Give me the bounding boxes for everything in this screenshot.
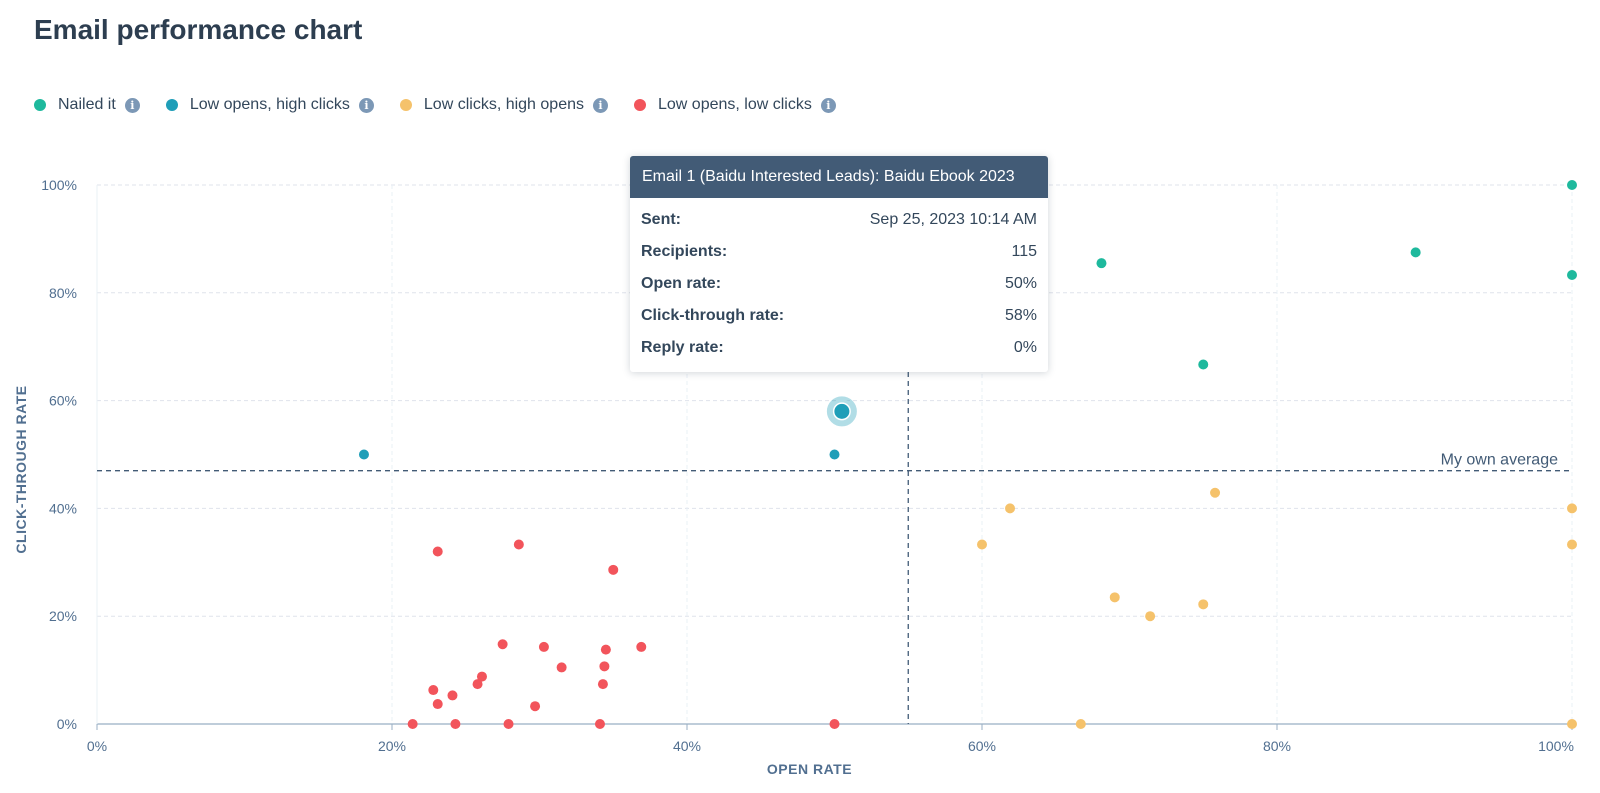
email-tooltip: Email 1 (Baidu Interested Leads): Baidu … [630, 156, 1048, 372]
data-point[interactable] [503, 719, 514, 729]
y-tick-label: 0% [57, 716, 77, 732]
chart-legend: Nailed it i Low opens, high clicks i Low… [34, 96, 862, 114]
tooltip-row-open-rate: Open rate: 50% [641, 268, 1037, 300]
data-point[interactable] [1096, 258, 1107, 269]
tooltip-value: 0% [1013, 339, 1037, 356]
data-point[interactable] [1145, 611, 1156, 622]
data-point[interactable] [497, 639, 508, 650]
x-tick-label: 0% [87, 738, 107, 754]
data-point[interactable] [1410, 247, 1421, 258]
legend-dot-icon [34, 99, 46, 111]
y-tick-label: 20% [49, 608, 77, 624]
info-icon[interactable]: i [124, 97, 140, 113]
tooltip-row-recipients: Recipients: 115 [641, 236, 1037, 268]
data-point[interactable] [428, 685, 439, 696]
data-point[interactable] [432, 546, 443, 557]
legend-dot-icon [165, 99, 178, 111]
tooltip-title: Email 1 (Baidu Interested Leads): Baidu … [630, 156, 1048, 198]
info-icon[interactable]: i [358, 97, 374, 113]
data-point[interactable] [1109, 592, 1120, 603]
y-tick-label: 80% [49, 285, 77, 301]
legend-label: Nailed it [58, 96, 116, 113]
data-point[interactable] [597, 679, 608, 690]
tooltip-value: 50% [1004, 275, 1037, 292]
data-point[interactable] [636, 641, 647, 652]
info-icon[interactable]: i [820, 97, 836, 113]
tooltip-key: Sent: [641, 211, 681, 228]
data-point[interactable] [530, 701, 541, 712]
tooltip-key: Click-through rate: [641, 307, 785, 324]
data-point[interactable] [829, 449, 840, 460]
data-point[interactable] [594, 719, 605, 729]
y-tick-label: 100% [41, 177, 77, 193]
data-point[interactable] [608, 564, 619, 575]
info-icon[interactable]: i [593, 97, 608, 113]
chart-ticks: 0% 20% 40% 60% 80% 100% 0% 20% 40% 60% 80% 100% [41, 177, 1574, 754]
data-point[interactable] [432, 699, 443, 710]
data-point[interactable] [472, 679, 483, 690]
chart-points[interactable] [358, 180, 1577, 729]
tooltip-value: 58% [1004, 307, 1037, 324]
page-title: Email performance chart [34, 14, 363, 45]
data-point[interactable] [1075, 719, 1086, 729]
data-point[interactable] [600, 644, 611, 655]
tooltip-row-click-through-rate: Click-through rate: 58% [641, 300, 1037, 332]
data-point[interactable] [1198, 599, 1209, 610]
data-point[interactable] [447, 690, 458, 701]
legend-dot-icon [634, 99, 646, 111]
legend-item-nailed-it[interactable]: Nailed it i [34, 96, 140, 114]
legend-label: Low clicks, high opens [423, 96, 584, 113]
data-point[interactable] [829, 719, 840, 729]
data-point[interactable] [1005, 503, 1016, 514]
tooltip-value: 115 [1011, 243, 1037, 260]
x-tick-label: 20% [378, 738, 406, 754]
data-point[interactable] [1567, 539, 1577, 550]
x-tick-label: 100% [1538, 738, 1574, 754]
data-point[interactable] [556, 662, 567, 673]
x-axis-title: OPEN RATE [767, 761, 852, 777]
tooltip-row-reply-rate: Reply rate: 0% [641, 332, 1037, 364]
legend-dot-icon [399, 99, 412, 111]
y-axis-title: CLICK-THROUGH RATE [13, 385, 29, 553]
y-tick-label: 60% [49, 393, 77, 409]
data-point[interactable] [513, 539, 524, 550]
data-point[interactable] [407, 719, 418, 729]
data-point[interactable] [538, 641, 549, 652]
x-tick-label: 60% [968, 738, 996, 754]
data-point[interactable] [977, 539, 987, 550]
data-point[interactable] [450, 719, 461, 729]
legend-item-low-clicks-high-opens[interactable]: Low clicks, high opens i [399, 96, 608, 114]
tooltip-key: Open rate: [641, 275, 722, 292]
tooltip-row-sent: Sent: Sep 25, 2023 10:14 AM [641, 204, 1037, 236]
tooltip-key: Recipients: [641, 243, 728, 260]
legend-item-low-opens-high-clicks[interactable]: Low opens, high clicks i [165, 96, 374, 114]
data-point[interactable] [476, 671, 487, 682]
data-point[interactable] [1567, 270, 1577, 281]
tooltip-key: Reply rate: [641, 339, 724, 356]
data-point[interactable] [1567, 719, 1577, 729]
data-point-highlighted[interactable] [834, 403, 850, 419]
data-point[interactable] [599, 661, 610, 672]
legend-item-low-opens-low-clicks[interactable]: Low opens, low clicks i [634, 96, 836, 114]
data-point[interactable] [1198, 359, 1209, 370]
x-tick-label: 80% [1263, 738, 1291, 754]
average-line-label: My own average [1441, 452, 1558, 469]
tooltip-body: Sent: Sep 25, 2023 10:14 AM Recipients: … [630, 198, 1048, 372]
data-point[interactable] [1210, 487, 1221, 498]
data-point[interactable] [358, 449, 369, 460]
tooltip-value: Sep 25, 2023 10:14 AM [869, 211, 1037, 228]
data-point[interactable] [1567, 503, 1577, 514]
data-point[interactable] [1567, 180, 1577, 190]
legend-label: Low opens, low clicks [658, 96, 812, 113]
average-reference-lines: My own average [97, 345, 1572, 724]
legend-label: Low opens, high clicks [189, 96, 350, 113]
x-tick-label: 40% [673, 738, 701, 754]
y-tick-label: 40% [49, 500, 77, 516]
